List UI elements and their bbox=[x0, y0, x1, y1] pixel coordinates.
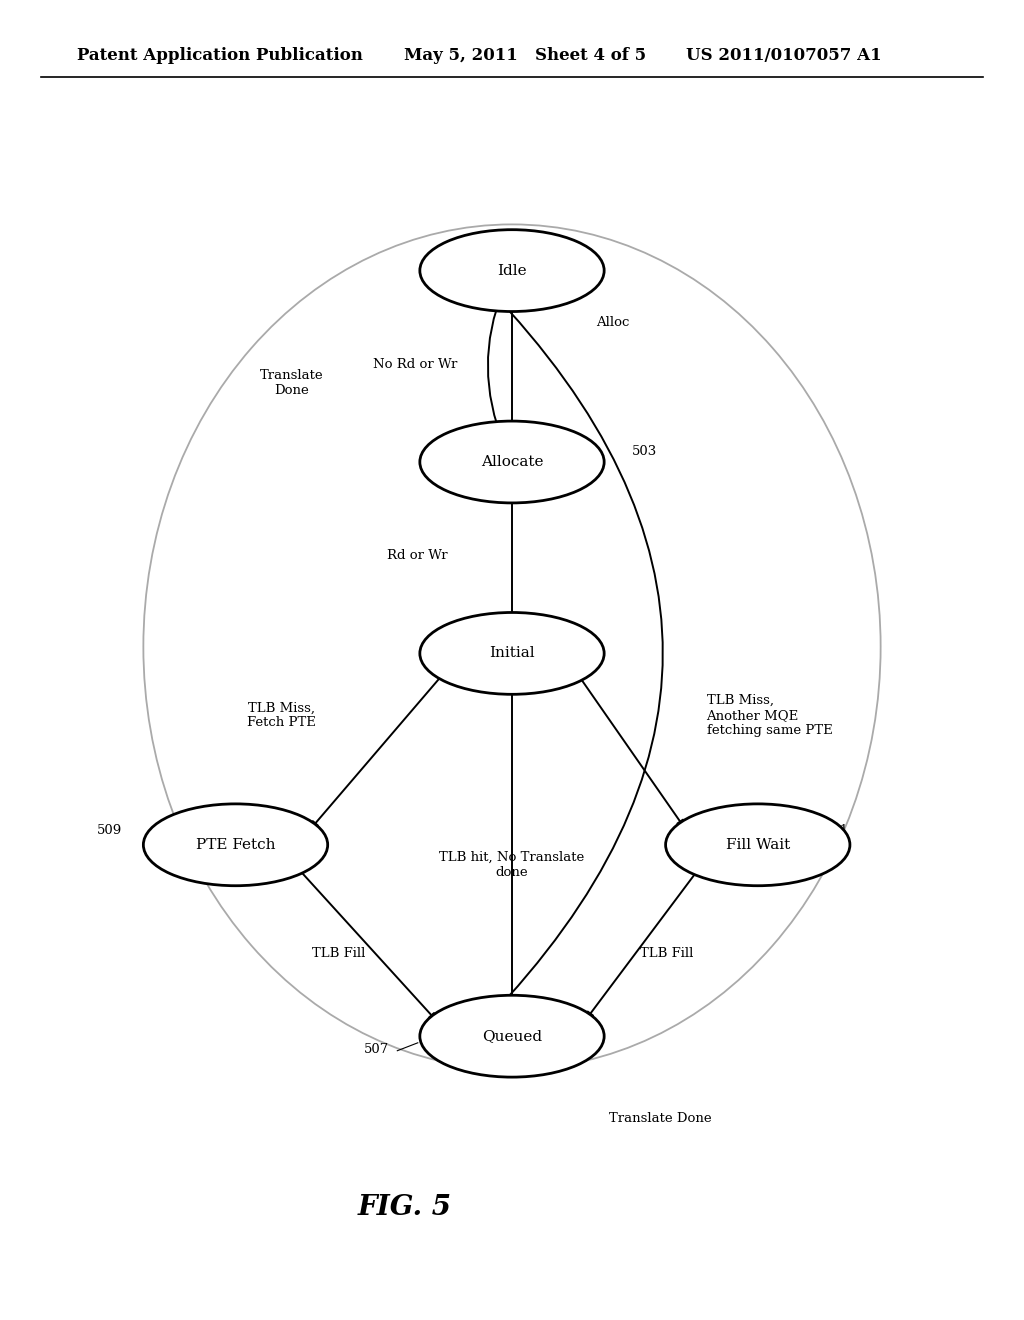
Text: 509: 509 bbox=[97, 824, 123, 837]
Text: 501: 501 bbox=[548, 240, 573, 253]
Text: FIG. 5: FIG. 5 bbox=[357, 1195, 452, 1221]
Text: May 5, 2011   Sheet 4 of 5: May 5, 2011 Sheet 4 of 5 bbox=[404, 48, 646, 63]
Text: No Rd or Wr: No Rd or Wr bbox=[373, 358, 457, 371]
Text: PTE Fetch: PTE Fetch bbox=[196, 838, 275, 851]
Text: Idle: Idle bbox=[498, 264, 526, 277]
Text: TLB Miss,
Another MQE
fetching same PTE: TLB Miss, Another MQE fetching same PTE bbox=[707, 694, 833, 737]
Ellipse shape bbox=[420, 995, 604, 1077]
Text: Translate Done: Translate Done bbox=[609, 1111, 712, 1125]
Ellipse shape bbox=[143, 804, 328, 886]
Text: Translate
Done: Translate Done bbox=[260, 368, 324, 397]
Text: TLB Fill: TLB Fill bbox=[312, 946, 366, 960]
Ellipse shape bbox=[420, 421, 604, 503]
Text: Allocate: Allocate bbox=[480, 455, 544, 469]
Text: 505: 505 bbox=[579, 653, 604, 667]
Text: Alloc: Alloc bbox=[596, 315, 630, 329]
Text: Patent Application Publication: Patent Application Publication bbox=[77, 48, 362, 63]
Text: TLB Fill: TLB Fill bbox=[640, 946, 693, 960]
Ellipse shape bbox=[666, 804, 850, 886]
Text: TLB Miss,
Fetch PTE: TLB Miss, Fetch PTE bbox=[247, 701, 316, 730]
Text: Rd or Wr: Rd or Wr bbox=[387, 549, 447, 562]
Text: 507: 507 bbox=[364, 1043, 389, 1056]
Text: Queued: Queued bbox=[482, 1030, 542, 1043]
Text: 503: 503 bbox=[632, 445, 657, 458]
Text: TLB hit, No Translate
done: TLB hit, No Translate done bbox=[439, 850, 585, 879]
Ellipse shape bbox=[420, 612, 604, 694]
Ellipse shape bbox=[420, 230, 604, 312]
Text: US 2011/0107057 A1: US 2011/0107057 A1 bbox=[686, 48, 882, 63]
Text: Fill Wait: Fill Wait bbox=[726, 838, 790, 851]
Text: 511: 511 bbox=[824, 824, 850, 837]
Text: Initial: Initial bbox=[489, 647, 535, 660]
